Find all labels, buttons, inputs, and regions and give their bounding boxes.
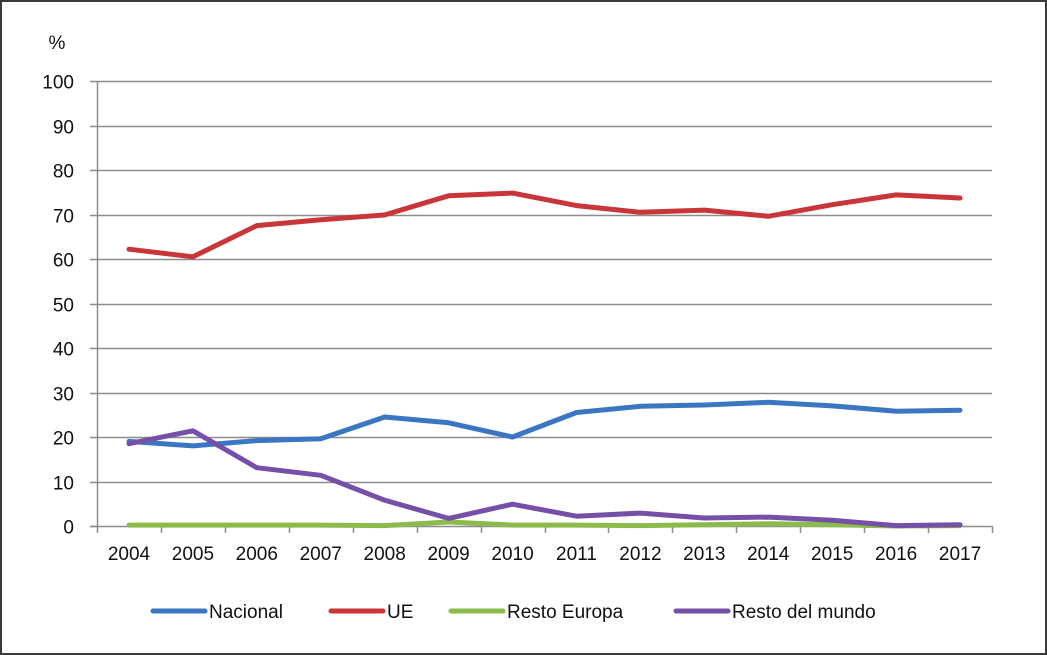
x-tick-label: 2004 <box>108 544 151 565</box>
x-tick-label: 2005 <box>172 544 214 565</box>
series-resto-europa <box>126 519 963 529</box>
x-tick-label: 2011 <box>556 544 597 565</box>
y-tick-label: 30 <box>53 385 74 406</box>
x-tick-label: 2012 <box>619 544 661 565</box>
series-line <box>126 428 963 529</box>
series-line <box>126 519 963 529</box>
x-tick-label: 2014 <box>747 544 790 565</box>
series-resto-del-mundo <box>126 428 963 529</box>
legend-label: Nacional <box>209 602 283 623</box>
legend-item: Nacional <box>150 602 283 623</box>
x-tick-label: 2013 <box>683 544 725 565</box>
x-tick-label: 2009 <box>427 544 469 565</box>
y-tick-label: 40 <box>53 340 74 361</box>
x-tick-label: 2016 <box>875 544 917 565</box>
legend-label: Resto Europa <box>507 602 624 623</box>
axes <box>90 81 992 533</box>
legend-item: Resto del mundo <box>673 602 876 623</box>
y-tick-label: 0 <box>63 518 74 539</box>
y-tick-label: 50 <box>53 296 74 317</box>
x-tick-label: 2006 <box>236 544 278 565</box>
y-tick-label: 70 <box>53 207 74 228</box>
x-tick-label: 2010 <box>491 544 533 565</box>
legend-label: UE <box>387 602 413 623</box>
y-tick-label: 80 <box>53 162 74 183</box>
x-axis-ticks: 2004 2005 2006 2007 2008 2009 2010 2011 2012 2013… <box>108 526 994 565</box>
x-tick-label: 2017 <box>939 544 981 565</box>
x-tick-label: 2008 <box>364 544 406 565</box>
y-tick-label: 60 <box>53 251 74 272</box>
legend-item: UE <box>328 602 413 623</box>
legend: Nacional UE Resto Europa Resto del mundo <box>150 602 876 623</box>
legend-item: Resto Europa <box>448 602 624 623</box>
y-tick-label: 90 <box>53 118 74 139</box>
legend-label: Resto del mundo <box>732 602 876 623</box>
y-axis-unit-label: % <box>49 33 66 54</box>
series-ue <box>126 190 963 260</box>
y-tick-label: 100 <box>42 73 74 94</box>
y-axis-ticks: 0 10 20 30 40 50 60 70 80 90 100 <box>42 73 97 539</box>
gridlines <box>97 80 992 484</box>
x-tick-label: 2007 <box>300 544 342 565</box>
series-line <box>126 399 963 449</box>
series-nacional <box>126 399 963 449</box>
y-tick-label: 20 <box>53 429 74 450</box>
y-tick-label: 10 <box>53 474 74 495</box>
series-line <box>126 190 963 260</box>
x-tick-label: 2015 <box>811 544 853 565</box>
series-lines <box>126 190 963 529</box>
